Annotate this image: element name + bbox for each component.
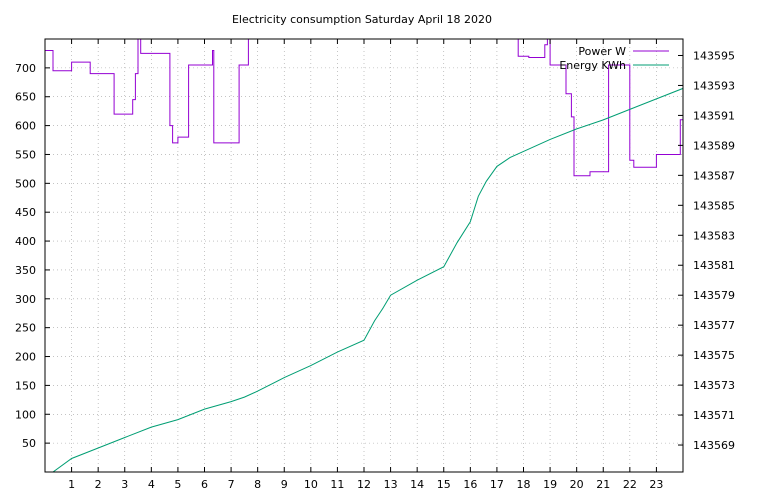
x-tick-label: 18 xyxy=(517,478,531,491)
series-line-energy xyxy=(52,87,683,472)
x-tick-label: 9 xyxy=(281,478,288,491)
x-tick-label: 10 xyxy=(304,478,318,491)
x-tick-label: 14 xyxy=(410,478,424,491)
y-left-tick-label: 100 xyxy=(15,408,36,421)
x-tick-label: 20 xyxy=(570,478,584,491)
y-left-tick-label: 150 xyxy=(15,379,36,392)
y-right-tick-label: 143571 xyxy=(693,409,735,422)
x-tick-label: 17 xyxy=(490,478,504,491)
x-tick-label: 15 xyxy=(437,478,451,491)
x-tick-label: 16 xyxy=(463,478,477,491)
y-left-tick-label: 350 xyxy=(15,264,36,277)
y-right-tick-label: 143579 xyxy=(693,289,735,302)
legend-label-power: Power W xyxy=(578,45,626,58)
x-tick-label: 21 xyxy=(596,478,610,491)
y-right-tick-label: 143595 xyxy=(693,49,735,62)
x-tick-label: 4 xyxy=(148,478,155,491)
x-tick-label: 3 xyxy=(121,478,128,491)
y-right-tick-label: 143569 xyxy=(693,439,735,452)
y-left-tick-label: 400 xyxy=(15,235,36,248)
x-tick-label: 6 xyxy=(201,478,208,491)
x-tick-label: 19 xyxy=(543,478,557,491)
y-right-tick-label: 143591 xyxy=(693,109,735,122)
y-left-tick-label: 200 xyxy=(15,351,36,364)
y-left-tick-label: 500 xyxy=(15,177,36,190)
y-left-tick-label: 600 xyxy=(15,120,36,133)
x-tick-label: 1 xyxy=(68,478,75,491)
legend: Power W Energy KWh xyxy=(559,45,669,72)
y-right-tick-label: 143581 xyxy=(693,259,735,272)
y-left-tick-label: 300 xyxy=(15,293,36,306)
x-tick-label: 11 xyxy=(330,478,344,491)
y-right-tick-label: 143589 xyxy=(693,139,735,152)
legend-label-energy: Energy KWh xyxy=(559,59,626,72)
y-left-tick-label: 250 xyxy=(15,322,36,335)
y-right-tick-label: 143573 xyxy=(693,379,735,392)
y-right-tick-label: 143583 xyxy=(693,229,735,242)
series-line-power xyxy=(45,39,683,177)
x-tick-label: 22 xyxy=(623,478,637,491)
x-tick-label: 5 xyxy=(174,478,181,491)
y-left-tick-label: 700 xyxy=(15,62,36,75)
y-left-tick-label: 550 xyxy=(15,148,36,161)
chart-title: Electricity consumption Saturday April 1… xyxy=(232,13,492,26)
x-tick-label: 8 xyxy=(254,478,261,491)
x-tick-label: 23 xyxy=(649,478,663,491)
y-right-tick-label: 143593 xyxy=(693,79,735,92)
y-right-tick-label: 143587 xyxy=(693,169,735,182)
y-right-tick-label: 143575 xyxy=(693,349,735,362)
x-tick-label: 13 xyxy=(384,478,398,491)
x-tick-label: 12 xyxy=(357,478,371,491)
y-left-tick-label: 450 xyxy=(15,206,36,219)
y-left-tick-label: 650 xyxy=(15,91,36,104)
grid xyxy=(45,39,683,472)
axes: 1 2 3 4 5 6 7 8 9 10 11 12 13 14 15 16 17 18 19 20 21 22 23501… xyxy=(15,39,735,491)
y-right-tick-label: 143585 xyxy=(693,199,735,212)
y-left-tick-label: 50 xyxy=(22,437,36,450)
x-tick-label: 2 xyxy=(95,478,102,491)
y-right-tick-label: 143577 xyxy=(693,319,735,332)
x-tick-label: 7 xyxy=(228,478,235,491)
series-layer xyxy=(45,39,683,472)
